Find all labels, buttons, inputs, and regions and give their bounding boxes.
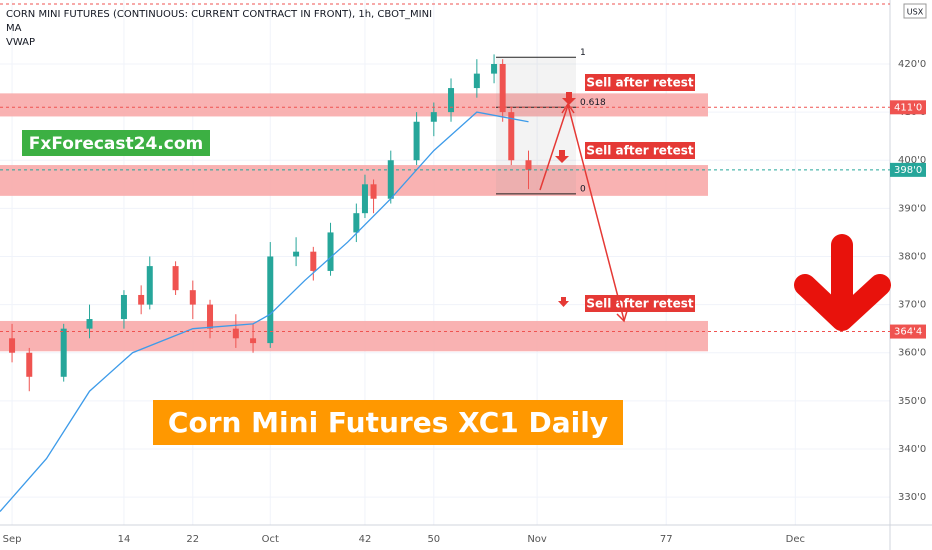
currency-box	[903, 3, 927, 19]
x-tick-label: 50	[427, 534, 440, 545]
fib-label: 1	[580, 48, 586, 58]
y-tick-label: 330'0	[898, 492, 926, 503]
candle-body	[353, 213, 360, 233]
candle-body	[86, 319, 93, 329]
y-tick-label: 390'0	[898, 203, 926, 214]
price-tag-label: 411'0	[894, 102, 922, 113]
y-tick-label: 370'0	[898, 300, 926, 311]
arrow	[562, 92, 576, 105]
candle-body	[232, 328, 239, 339]
candle-body	[267, 256, 274, 344]
indicator-label: VWAP	[6, 37, 35, 48]
x-tick-label: 14	[118, 534, 131, 545]
headline: Corn Mini Futures XC1 Daily	[168, 406, 608, 439]
annotation-box	[585, 142, 695, 159]
headline-box	[153, 400, 623, 445]
y-tick-label: 380'0	[898, 251, 926, 262]
currency: USX	[907, 8, 924, 17]
path-arrow-head	[561, 102, 628, 323]
fib-label: 0	[580, 184, 586, 194]
x-tick-label: 22	[186, 534, 199, 545]
annotation-box	[585, 74, 695, 91]
fib-area	[496, 57, 576, 194]
candle-body	[413, 121, 420, 161]
price-tag	[890, 324, 926, 339]
x-tick-label: Dec	[786, 534, 805, 545]
candle-body	[120, 294, 127, 320]
price-tag	[890, 162, 926, 177]
zone	[0, 320, 708, 352]
indicator-label: MA	[6, 23, 22, 34]
watermark-box	[22, 130, 210, 156]
x-tick-label: Nov	[527, 534, 547, 545]
plot: 1 0.618 0	[0, 48, 606, 512]
annotation: Sell after retest	[586, 297, 694, 311]
zone	[0, 93, 708, 117]
y-tick-label: 350'0	[898, 396, 926, 407]
x-tick-label: Sep	[3, 534, 22, 545]
candle-body	[370, 184, 377, 199]
candle-body	[525, 160, 532, 170]
watermark: FxForecast24.com	[29, 134, 203, 154]
candle-body	[207, 304, 214, 329]
y-tick-label: 360'0	[898, 348, 926, 359]
price-tag-label: 364'4	[894, 327, 922, 338]
ma-line	[0, 111, 529, 512]
y-tick-label: 420'0	[898, 59, 926, 70]
candle-body	[327, 232, 334, 271]
candle-body	[138, 294, 145, 305]
candle-body	[499, 64, 506, 113]
arrow	[555, 150, 569, 163]
candle-body	[146, 266, 153, 305]
candle-body	[430, 112, 437, 122]
annotation: Sell after retest	[586, 144, 694, 158]
candle-body	[508, 112, 515, 161]
candle-body	[387, 160, 394, 199]
candle-body	[189, 290, 196, 305]
annotation: Sell after retest	[586, 76, 694, 90]
candle-body	[310, 251, 317, 271]
candle-body	[9, 338, 16, 353]
y-tick-label: 400'0	[898, 155, 926, 166]
candle-body	[250, 338, 257, 344]
x-tick-label: 77	[660, 534, 673, 545]
candle-body	[491, 64, 498, 74]
price-tag	[890, 100, 926, 115]
arrow	[558, 297, 569, 307]
annotation-box	[585, 295, 695, 312]
chart-title: CORN MINI FUTURES (CONTINUOUS: CURRENT C…	[6, 9, 432, 20]
candle-body	[172, 266, 179, 291]
y-tick-label: 340'0	[898, 444, 926, 455]
candle-body	[26, 352, 33, 377]
candle-body	[293, 251, 300, 257]
price-tag-label: 398'0	[894, 165, 922, 176]
x-tick-label: 42	[359, 534, 372, 545]
candle-body	[473, 73, 480, 89]
x-tick-label: Oct	[262, 534, 279, 545]
small-arrows	[555, 92, 576, 307]
fib-label: 0.618	[580, 98, 606, 108]
candle-body	[448, 88, 455, 113]
candle-body	[361, 184, 368, 214]
candle-body	[60, 328, 67, 377]
